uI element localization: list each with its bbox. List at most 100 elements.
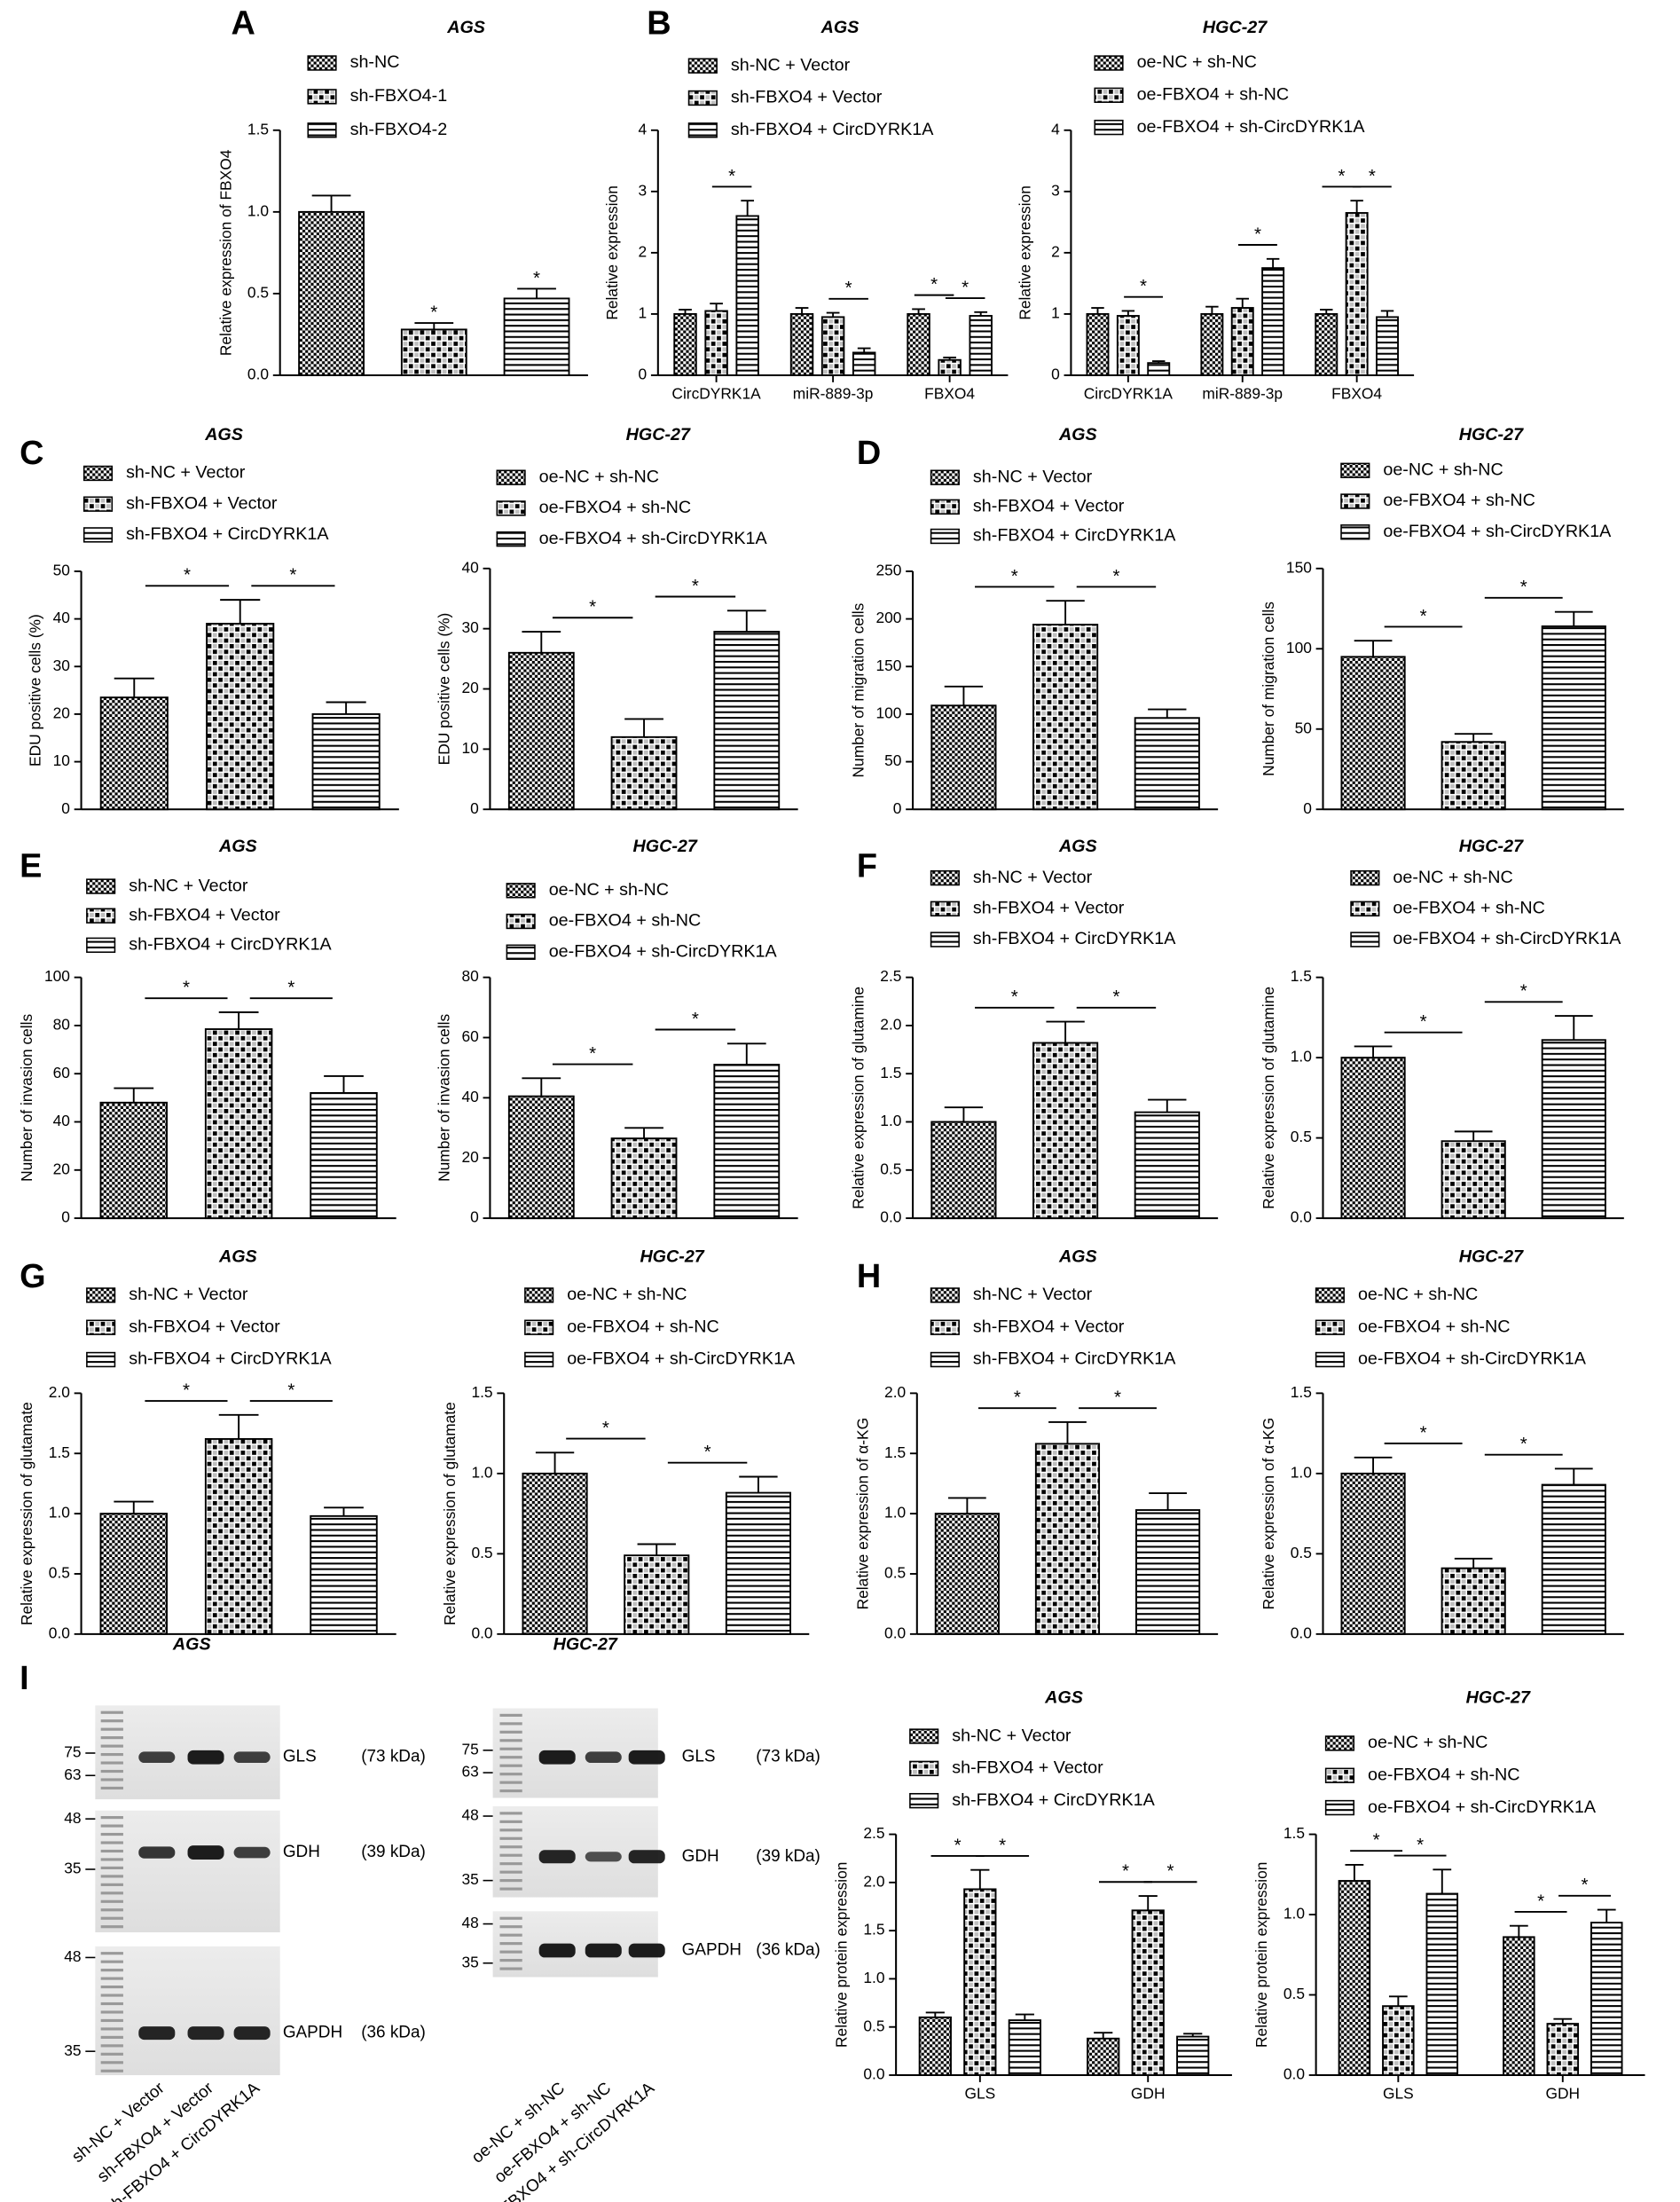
legend-label: sh-NC + Vector — [129, 1285, 248, 1304]
bar — [624, 1554, 690, 1635]
significance-star: * — [1582, 1875, 1589, 1895]
legend-label: sh-FBXO4 + CircDYRK1A — [973, 929, 1176, 948]
legend-swatch — [1324, 1767, 1355, 1783]
error-bar — [1553, 2017, 1573, 2025]
error-bar — [1345, 1863, 1364, 1882]
significance-star: * — [1520, 981, 1527, 1002]
y-tick-label: 0.5 — [1284, 1985, 1305, 2002]
significance-star: * — [1011, 987, 1018, 1007]
significance-star: * — [589, 1043, 596, 1064]
blot-band — [233, 2026, 271, 2041]
x-tick-label: miR-889-3p — [793, 385, 874, 403]
bar — [1503, 1936, 1535, 2076]
ladder-band — [100, 1824, 123, 1828]
ladder-band — [499, 1862, 522, 1866]
legend-swatch — [496, 500, 526, 516]
y-tick-label: 0 — [893, 799, 902, 817]
bar — [1135, 1509, 1201, 1635]
panel-letter: F — [857, 848, 877, 885]
y-tick-label: 40 — [461, 1088, 478, 1105]
error-bar — [414, 322, 454, 330]
error-bar — [826, 311, 840, 318]
significance-star: * — [1420, 1011, 1427, 1032]
significance-star: * — [999, 1835, 1006, 1855]
ladder-band — [100, 1719, 123, 1723]
bar — [206, 623, 275, 811]
legend-swatch — [506, 913, 536, 930]
y-tick-label: 2 — [639, 242, 648, 260]
legend-swatch — [1350, 932, 1380, 948]
bar — [503, 297, 570, 376]
legend-label: oe-FBXO4 + sh-NC — [539, 498, 692, 517]
bar — [938, 358, 962, 376]
marker-label: 48 — [461, 1806, 478, 1824]
legend-swatch — [524, 1319, 554, 1335]
ladder-band — [499, 1713, 522, 1717]
bar — [1340, 1472, 1406, 1635]
y-tick-label: 0.5 — [863, 2017, 884, 2034]
ladder-band — [100, 1849, 123, 1853]
legend-label: sh-NC + Vector — [973, 1285, 1093, 1304]
y-tick-label: 100 — [44, 967, 70, 985]
error-bar — [944, 1106, 984, 1122]
ladder-band — [100, 1952, 123, 1955]
y-tick-label: 50 — [53, 562, 70, 579]
error-bar — [1236, 297, 1249, 309]
error-bar — [1554, 1015, 1593, 1041]
ladder-band — [499, 1916, 522, 1920]
bar — [789, 312, 814, 376]
legend-label: oe-FBXO4 + sh-CircDYRK1A — [1368, 1797, 1597, 1817]
bar — [1032, 1042, 1099, 1220]
ladder-band — [100, 1769, 123, 1773]
y-tick-label: 1 — [1051, 304, 1060, 322]
significance-star: * — [430, 302, 437, 322]
error-bar — [912, 308, 925, 314]
y-axis-label: Number of invasion cells — [436, 1013, 453, 1181]
y-tick-label: 80 — [53, 1016, 70, 1034]
significance-star: * — [845, 278, 852, 298]
y-tick-label: 0.5 — [49, 1564, 70, 1582]
blot-band — [628, 1943, 665, 1958]
blot-band — [138, 1751, 176, 1764]
legend-label: sh-NC + Vector — [973, 467, 1093, 486]
ladder-band — [100, 1875, 123, 1878]
y-tick-label: 1.0 — [49, 1504, 70, 1522]
blot-band — [233, 1846, 271, 1859]
bar — [1340, 656, 1406, 811]
legend-swatch — [1315, 1319, 1345, 1335]
blot-size: (73 kDa) — [756, 1748, 820, 1766]
ladder-band — [100, 1778, 123, 1781]
legend-swatch — [496, 531, 526, 547]
error-bar — [220, 599, 261, 624]
legend-swatch — [930, 1351, 960, 1368]
ladder-band — [499, 1730, 522, 1734]
chart-title: HGC-27 — [1466, 1688, 1531, 1708]
y-axis-label: Relative expression of glutamine — [1260, 987, 1277, 1209]
legend-label: sh-FBXO4 + Vector — [129, 905, 280, 924]
error-bar — [726, 1042, 766, 1066]
y-axis-label: Relative expression — [1016, 185, 1033, 320]
y-tick-label: 1.5 — [49, 1443, 70, 1461]
legend-swatch — [1094, 55, 1124, 71]
significance-star: * — [1112, 566, 1119, 586]
legend-swatch — [909, 1760, 939, 1777]
y-tick-label: 30 — [53, 657, 70, 674]
significance-star: * — [1420, 606, 1427, 626]
error-bar — [1046, 1020, 1085, 1043]
marker-label: 75 — [461, 1740, 478, 1758]
bar — [1116, 315, 1140, 376]
y-axis-label: Relative expression of FBXO4 — [216, 149, 234, 356]
legend-label: oe-FBXO4 + sh-NC — [1393, 899, 1545, 918]
bar — [1382, 2005, 1415, 2076]
chart-title: HGC-27 — [640, 1246, 704, 1266]
ladder-band — [499, 1820, 522, 1823]
error-bar — [326, 701, 366, 714]
bar — [298, 210, 365, 376]
blot-band — [187, 2026, 224, 2041]
ladder-band — [100, 1866, 123, 1870]
blot-band — [538, 1850, 576, 1864]
ladder-band — [100, 1977, 123, 1980]
bar — [1134, 1111, 1200, 1220]
significance-star: * — [287, 1380, 294, 1400]
